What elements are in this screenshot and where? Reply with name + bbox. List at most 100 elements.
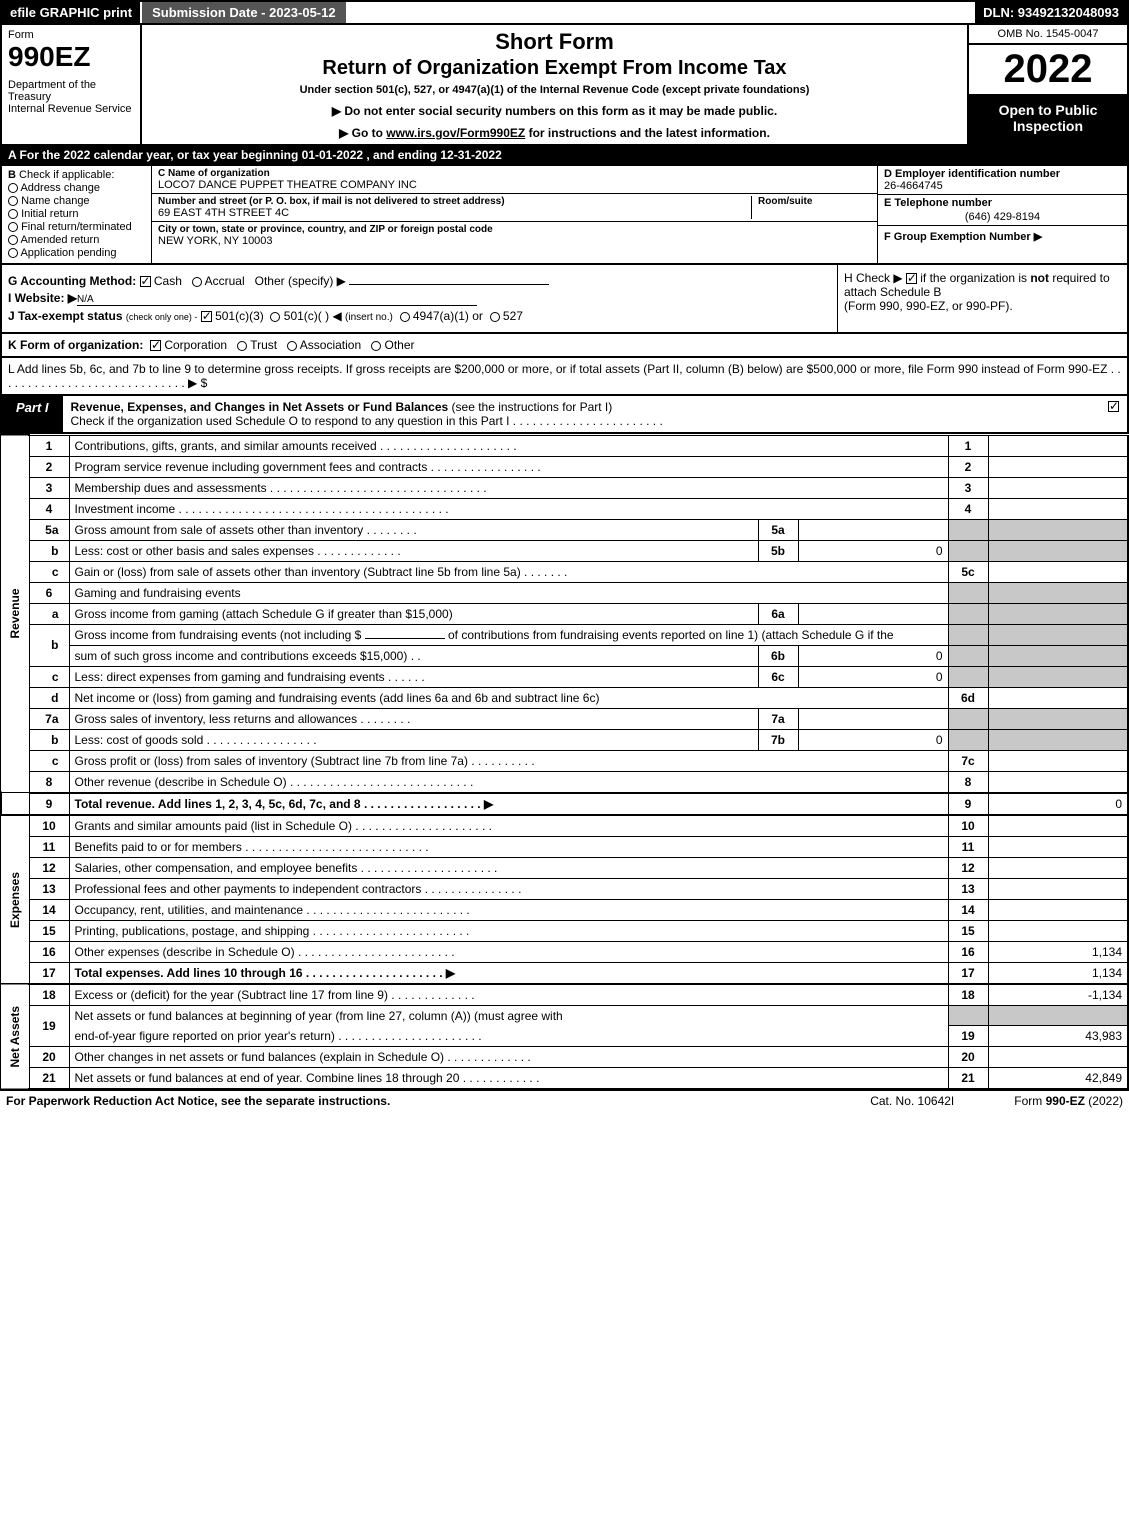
k-label: K Form of organization: [8,338,143,352]
line-7b: bLess: cost of goods sold . . . . . . . … [1,729,1128,750]
page-footer: For Paperwork Reduction Act Notice, see … [0,1090,1129,1111]
line-5b: bLess: cost or other basis and sales exp… [1,540,1128,561]
line-5c: cGain or (loss) from sale of assets othe… [1,561,1128,582]
line-15: 15Printing, publications, postage, and s… [1,920,1128,941]
chk-other-org[interactable] [371,341,381,351]
h-not: not [1030,271,1049,285]
j-label: J Tax-exempt status [8,309,123,323]
short-form-title: Short Form [148,29,961,55]
irs-link[interactable]: www.irs.gov/Form990EZ [386,126,525,140]
line-6b-2: sum of such gross income and contributio… [1,645,1128,666]
part-i-checkbox[interactable] [1100,396,1127,432]
line-8: 8Other revenue (describe in Schedule O) … [1,771,1128,793]
return-title: Return of Organization Exempt From Incom… [148,57,961,80]
line-21: 21Net assets or fund balances at end of … [1,1068,1128,1090]
line-2: 2Program service revenue including gover… [1,456,1128,477]
line-17: 17Total expenses. Add lines 10 through 1… [1,962,1128,984]
section-d: D Employer identification number 26-4664… [878,166,1127,195]
line-5a: 5aGross amount from sale of assets other… [1,519,1128,540]
line-9: 9Total revenue. Add lines 1, 2, 3, 4, 5c… [1,793,1128,815]
expenses-side-label: Expenses [1,815,29,984]
org-name-value: LOCO7 DANCE PUPPET THEATRE COMPANY INC [158,179,417,191]
line-19a: 19Net assets or fund balances at beginni… [1,1005,1128,1026]
section-h: H Check ▶ if the organization is not req… [837,265,1127,332]
chk-application-pending[interactable]: Application pending [8,247,145,259]
line-3: 3Membership dues and assessments . . . .… [1,477,1128,498]
form-word: Form [8,29,134,41]
city-row: City or town, state or province, country… [152,222,877,263]
chk-schedule-b[interactable] [906,273,917,284]
line-18: Net Assets 18Excess or (deficit) for the… [1,984,1128,1006]
chk-name-change[interactable]: Name change [8,195,145,207]
chk-address-change[interactable]: Address change [8,182,145,194]
line-j: J Tax-exempt status (check only one) - 5… [8,309,831,323]
i-label: I Website: ▶ [8,291,77,305]
form-number: 990EZ [8,41,134,73]
tax-year: 2022 [969,45,1127,96]
efile-label: efile GRAPHIC print [2,2,140,23]
line-19b: end-of-year figure reported on prior yea… [1,1026,1128,1047]
chk-4947[interactable] [400,312,410,322]
chk-cash[interactable] [140,276,151,287]
room-label: Room/suite [758,196,871,207]
section-l: L Add lines 5b, 6c, and 7b to line 9 to … [0,358,1129,396]
header-left: Form 990EZ Department of the Treasury In… [2,25,142,144]
line-6d: dNet income or (loss) from gaming and fu… [1,687,1128,708]
city-label: City or town, state or province, country… [158,224,493,235]
footer-cat-no: Cat. No. 10642I [870,1094,954,1108]
chk-association[interactable] [287,341,297,351]
line-6c: cLess: direct expenses from gaming and f… [1,666,1128,687]
dln-label: DLN: 93492132048093 [975,2,1127,23]
ghij-left: G Accounting Method: Cash Accrual Other … [2,265,837,332]
chk-initial-return[interactable]: Initial return [8,208,145,220]
row-a-calendar-year: A For the 2022 calendar year, or tax yea… [0,146,1129,166]
chk-accrual[interactable] [192,277,202,287]
website-value: N/A [77,294,94,305]
footer-left: For Paperwork Reduction Act Notice, see … [6,1094,870,1108]
org-name-label: C Name of organization [158,168,417,179]
goto-pre: ▶ Go to [339,126,386,140]
line-4: 4Investment income . . . . . . . . . . .… [1,498,1128,519]
chk-527[interactable] [490,312,500,322]
chk-corporation[interactable] [150,340,161,351]
group-exemption-label: F Group Exemption Number [884,231,1031,243]
b-label: B [8,169,16,181]
chk-final-return[interactable]: Final return/terminated [8,221,145,233]
revenue-side-label: Revenue [1,435,29,793]
chk-501c[interactable] [270,312,280,322]
line-g: G Accounting Method: Cash Accrual Other … [8,274,831,288]
ein-value: 26-4664745 [884,180,1121,192]
street-value: 69 EAST 4TH STREET 4C [158,207,751,219]
line-i: I Website: ▶N/A [8,291,831,306]
part-i-header: Part I Revenue, Expenses, and Changes in… [0,396,1129,434]
phone-label: E Telephone number [884,197,1121,209]
chk-501c3[interactable] [201,311,212,322]
line-20: 20Other changes in net assets or fund ba… [1,1047,1128,1068]
org-name-row: C Name of organization LOCO7 DANCE PUPPE… [152,166,877,194]
phone-value: (646) 429-8194 [884,211,1121,223]
open-inspection: Open to Public Inspection [969,96,1127,144]
department-label: Department of the Treasury Internal Reve… [8,79,134,115]
line-10: Expenses 10Grants and similar amounts pa… [1,815,1128,837]
part-i-check-line: Check if the organization used Schedule … [71,414,663,428]
j-sub: (check only one) - [126,312,198,322]
chk-trust[interactable] [237,341,247,351]
chk-amended-return[interactable]: Amended return [8,234,145,246]
h-text4: (Form 990, 990-EZ, or 990-PF). [844,299,1013,313]
other-specify-input[interactable] [349,284,549,285]
section-def: D Employer identification number 26-4664… [877,166,1127,263]
line-6a: aGross income from gaming (attach Schedu… [1,603,1128,624]
ein-label: D Employer identification number [884,168,1121,180]
room-suite: Room/suite [751,196,871,219]
part-i-title: Revenue, Expenses, and Changes in Net As… [63,396,1100,432]
g-label: G Accounting Method: [8,274,136,288]
top-bar: efile GRAPHIC print Submission Date - 20… [0,0,1129,25]
h-text2: if the organization is [920,271,1030,285]
omb-number: OMB No. 1545-0047 [969,25,1127,45]
line-6b: bGross income from fundraising events (n… [1,624,1128,645]
netassets-side-label: Net Assets [1,984,29,1090]
street-label: Number and street (or P. O. box, if mail… [158,196,751,207]
section-ghij: G Accounting Method: Cash Accrual Other … [0,265,1129,334]
footer-right: Form 990-EZ (2022) [1014,1094,1123,1108]
arrow-icon: ▶ [1034,231,1042,243]
